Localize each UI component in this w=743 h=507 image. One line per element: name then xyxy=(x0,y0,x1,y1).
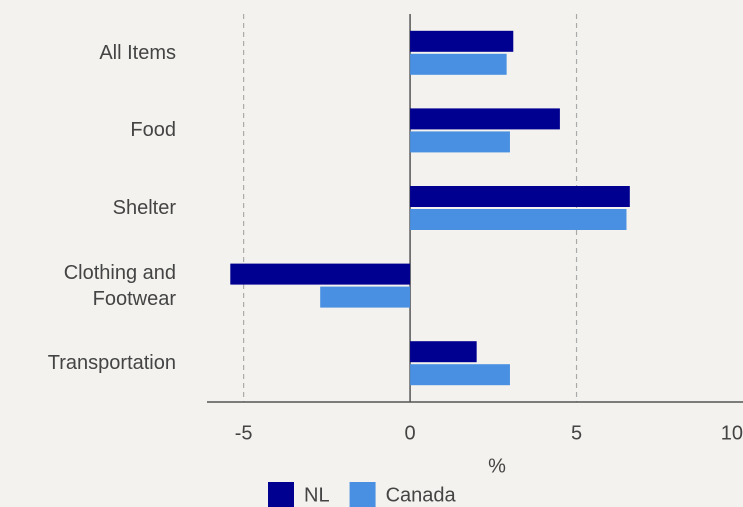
x-tick-label: 0 xyxy=(405,422,416,444)
bar xyxy=(410,53,507,75)
x-tick-label: -5 xyxy=(235,422,253,444)
bar xyxy=(410,108,560,130)
x-tick-label: 5 xyxy=(571,422,582,444)
legend-swatch xyxy=(268,482,294,507)
bar xyxy=(410,186,630,207)
y-tick-label: Clothing and Footwear xyxy=(63,261,176,310)
bar xyxy=(410,131,510,153)
y-tick-label: Food xyxy=(130,119,176,142)
legend-swatch xyxy=(349,482,376,507)
y-tick-label: All Items xyxy=(99,41,176,64)
bar xyxy=(410,341,477,363)
bar xyxy=(410,364,510,386)
x-tick-label: 10 xyxy=(721,422,743,444)
bar xyxy=(320,286,411,308)
legend-label: NL xyxy=(304,484,330,506)
y-tick-label: Transportation xyxy=(47,352,176,375)
bar xyxy=(410,30,514,52)
x-axis-label: % xyxy=(488,455,506,477)
legend-label: Canada xyxy=(386,484,457,506)
bar xyxy=(410,209,627,230)
y-tick-label: Shelter xyxy=(112,197,176,219)
bar xyxy=(230,263,411,285)
